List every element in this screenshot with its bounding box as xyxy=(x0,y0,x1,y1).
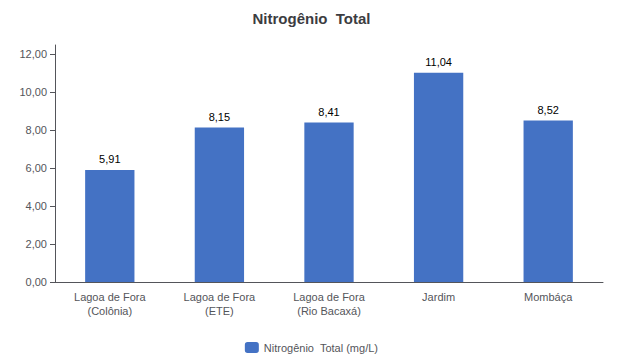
svg-text:Lagoa de Fora: Lagoa de Fora xyxy=(293,291,365,303)
svg-text:2,00: 2,00 xyxy=(26,238,47,250)
svg-text:(Colônia): (Colônia) xyxy=(87,305,132,317)
svg-text:Mombáça: Mombáça xyxy=(524,291,573,303)
svg-text:5,91: 5,91 xyxy=(99,153,120,165)
svg-text:(ETE): (ETE) xyxy=(205,305,234,317)
svg-text:8,41: 8,41 xyxy=(318,106,339,118)
svg-text:0,00: 0,00 xyxy=(26,276,47,288)
svg-text:Jardim: Jardim xyxy=(422,291,455,303)
svg-text:(Rio Bacaxá): (Rio Bacaxá) xyxy=(297,305,361,317)
svg-text:11,04: 11,04 xyxy=(425,56,452,68)
svg-text:4,00: 4,00 xyxy=(26,200,47,212)
svg-text:Nitrogênio Total: Nitrogênio Total xyxy=(252,10,370,27)
svg-text:10,00: 10,00 xyxy=(19,86,47,98)
svg-text:Lagoa de Fora: Lagoa de Fora xyxy=(184,291,256,303)
svg-text:8,52: 8,52 xyxy=(537,104,558,116)
svg-text:6,00: 6,00 xyxy=(26,162,47,174)
svg-text:Lagoa de Fora: Lagoa de Fora xyxy=(74,291,146,303)
svg-text:Nitrogênio Total (mg/L): Nitrogênio Total (mg/L) xyxy=(264,342,378,354)
svg-text:12,00: 12,00 xyxy=(19,48,47,60)
svg-text:8,00: 8,00 xyxy=(26,124,47,136)
svg-text:8,15: 8,15 xyxy=(209,111,230,123)
